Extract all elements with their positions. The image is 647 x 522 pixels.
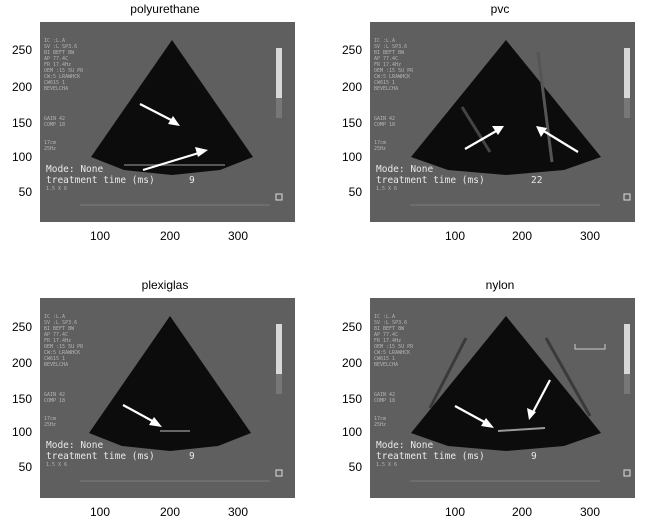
scale-label: 1.5 X 6 <box>376 186 398 192</box>
mode-label: Mode: None <box>46 164 104 175</box>
y-tick: 50 <box>18 185 32 199</box>
x-tick: 100 <box>444 505 466 519</box>
y-tick: 250 <box>341 320 362 334</box>
scale-label: 1.5 X 6 <box>46 462 68 468</box>
acquisition-info: IC :L.A SV :L SP3.6 BI BEFT BW AP 77.4C … <box>44 314 84 368</box>
treatment-value: 9 <box>531 451 537 462</box>
ultrasound-image: IC :L.A SV :L SP3.6 BI BEFT BW AP 77.4C … <box>40 298 295 498</box>
x-tick: 300 <box>579 505 601 519</box>
treatment-label: treatment time (ms) <box>46 175 155 186</box>
gain-info: GAIN 42 COMP 18 <box>44 392 66 404</box>
y-tick: 250 <box>11 320 32 334</box>
y-tick: 100 <box>11 425 32 439</box>
acquisition-info: IC :L.A SV :L SP3.6 BI BEFT BW AP 77.4C … <box>374 314 414 368</box>
depth-info: 17cm 25Hz <box>374 140 387 152</box>
panel-title: pvc <box>490 2 510 16</box>
acquisition-info: IC :L.A SV :L SP3.6 BI BEFT BW AP 77.4C … <box>374 38 414 92</box>
treatment-value: 9 <box>189 175 195 186</box>
panel-title: nylon <box>485 278 515 292</box>
x-tick: 200 <box>511 229 533 243</box>
y-tick: 50 <box>18 460 32 474</box>
x-tick: 300 <box>227 229 249 243</box>
ultrasound-image: IC :L.A SV :L SP3.6 BI BEFT BW AP 77.4C … <box>40 22 295 222</box>
y-tick: 100 <box>11 150 32 164</box>
y-tick: 200 <box>341 356 362 370</box>
treatment-value: 22 <box>531 175 543 186</box>
x-tick: 100 <box>444 229 466 243</box>
y-tick: 100 <box>341 150 362 164</box>
ultrasound-image: IC :L.A SV :L SP3.6 BI BEFT BW AP 77.4C … <box>370 298 635 498</box>
x-tick: 100 <box>89 229 111 243</box>
y-tick: 50 <box>348 460 362 474</box>
panel-title: plexiglas <box>141 278 189 292</box>
y-tick: 250 <box>11 43 32 57</box>
treatment-label: treatment time (ms) <box>376 175 485 186</box>
x-tick: 200 <box>511 505 533 519</box>
depth-info: 17cm 25Hz <box>374 416 387 428</box>
depth-info: 17cm 25Hz <box>44 416 57 428</box>
mode-label: Mode: None <box>376 440 434 451</box>
scale-label: 1.5 X 6 <box>376 462 398 468</box>
x-tick: 300 <box>579 229 601 243</box>
y-tick: 150 <box>341 116 362 130</box>
sector-scan <box>80 40 283 206</box>
panel-title: polyurethane <box>130 2 200 16</box>
x-tick: 100 <box>89 505 111 519</box>
treatment-value: 9 <box>189 451 195 462</box>
treatment-label: treatment time (ms) <box>376 451 485 462</box>
scale-label: 1.5 X 6 <box>46 186 68 192</box>
gain-info: GAIN 42 COMP 18 <box>374 116 396 128</box>
depth-info: 17cm 25Hz <box>44 140 57 152</box>
sector-scan <box>410 40 631 206</box>
mode-label: Mode: None <box>376 164 434 175</box>
y-tick: 50 <box>348 185 362 199</box>
y-tick: 200 <box>341 80 362 94</box>
mode-label: Mode: None <box>46 440 104 451</box>
treatment-label: treatment time (ms) <box>46 451 155 462</box>
sector-scan <box>80 316 283 482</box>
y-tick: 200 <box>11 356 32 370</box>
y-tick: 100 <box>341 425 362 439</box>
x-tick: 200 <box>159 229 181 243</box>
acquisition-info: IC :L.A SV :L SP3.6 BI BEFT BW AP 77.4C … <box>44 38 84 92</box>
y-tick: 200 <box>11 80 32 94</box>
sector-scan <box>410 316 631 482</box>
y-tick: 150 <box>11 116 32 130</box>
y-tick: 150 <box>341 392 362 406</box>
y-tick: 150 <box>11 392 32 406</box>
ultrasound-image: IC :L.A SV :L SP3.6 BI BEFT BW AP 77.4C … <box>370 22 635 222</box>
x-tick: 200 <box>159 505 181 519</box>
gain-info: GAIN 42 COMP 18 <box>374 392 396 404</box>
y-tick: 250 <box>341 43 362 57</box>
gain-info: GAIN 42 COMP 18 <box>44 116 66 128</box>
x-tick: 300 <box>227 505 249 519</box>
